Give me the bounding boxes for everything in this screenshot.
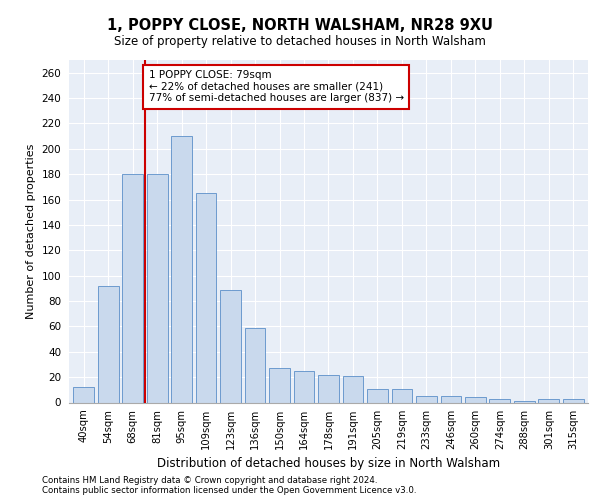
Bar bbox=[171, 136, 192, 402]
Bar bbox=[343, 376, 364, 402]
Bar bbox=[563, 398, 584, 402]
Text: Size of property relative to detached houses in North Walsham: Size of property relative to detached ho… bbox=[114, 35, 486, 48]
X-axis label: Distribution of detached houses by size in North Walsham: Distribution of detached houses by size … bbox=[157, 458, 500, 470]
Bar bbox=[269, 368, 290, 402]
Text: 1, POPPY CLOSE, NORTH WALSHAM, NR28 9XU: 1, POPPY CLOSE, NORTH WALSHAM, NR28 9XU bbox=[107, 18, 493, 32]
Bar bbox=[465, 398, 486, 402]
Bar bbox=[98, 286, 119, 403]
Bar bbox=[293, 371, 314, 402]
Bar bbox=[147, 174, 167, 402]
Bar bbox=[392, 388, 412, 402]
Y-axis label: Number of detached properties: Number of detached properties bbox=[26, 144, 36, 319]
Text: Contains HM Land Registry data © Crown copyright and database right 2024.: Contains HM Land Registry data © Crown c… bbox=[42, 476, 377, 485]
Bar bbox=[122, 174, 143, 402]
Bar bbox=[73, 388, 94, 402]
Bar bbox=[416, 396, 437, 402]
Bar bbox=[538, 398, 559, 402]
Bar bbox=[245, 328, 265, 402]
Bar bbox=[367, 388, 388, 402]
Bar bbox=[318, 374, 339, 402]
Bar bbox=[440, 396, 461, 402]
Text: Contains public sector information licensed under the Open Government Licence v3: Contains public sector information licen… bbox=[42, 486, 416, 495]
Bar bbox=[490, 398, 510, 402]
Text: 1 POPPY CLOSE: 79sqm
← 22% of detached houses are smaller (241)
77% of semi-deta: 1 POPPY CLOSE: 79sqm ← 22% of detached h… bbox=[149, 70, 404, 103]
Bar bbox=[220, 290, 241, 403]
Bar bbox=[196, 193, 217, 402]
Bar bbox=[514, 401, 535, 402]
